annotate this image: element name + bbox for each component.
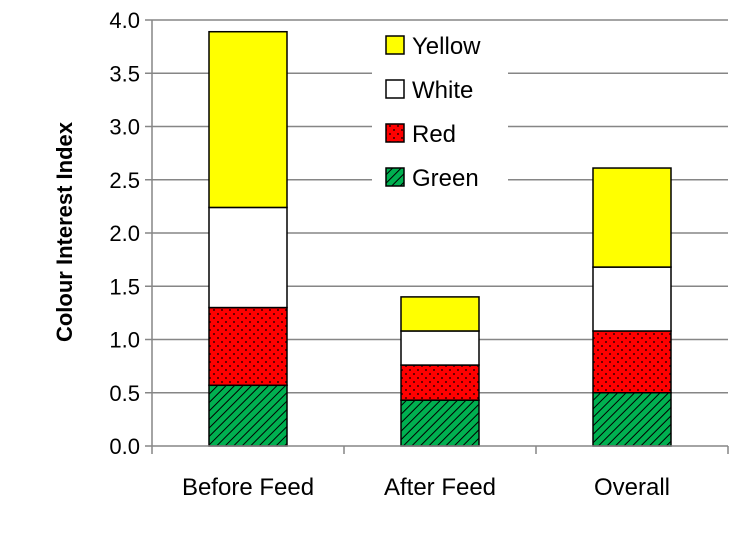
x-category-label: After Feed bbox=[384, 474, 496, 501]
y-tick-label: 3.0 bbox=[109, 115, 140, 140]
y-tick-label: 4.0 bbox=[109, 8, 140, 33]
legend-label-white: White bbox=[412, 77, 473, 104]
bar-segment-red bbox=[592, 330, 672, 394]
x-category-label: Overall bbox=[594, 474, 670, 501]
bar-segment-white bbox=[592, 266, 672, 332]
bar-segment-green bbox=[400, 399, 480, 447]
legend-label-green: Green bbox=[412, 165, 479, 192]
bar-segment-yellow bbox=[208, 30, 288, 209]
legend-swatch-white bbox=[385, 79, 405, 99]
y-tick-label: 2.0 bbox=[109, 221, 140, 246]
bar-segment-yellow bbox=[592, 167, 672, 268]
bar-segment-red bbox=[208, 306, 288, 387]
bar-segment-white bbox=[208, 206, 288, 309]
legend-swatch-green bbox=[385, 167, 405, 187]
bar-segment-green bbox=[208, 384, 288, 447]
bars bbox=[208, 30, 672, 447]
y-tick-label: 1.0 bbox=[109, 328, 140, 353]
y-tick-label: 3.5 bbox=[109, 61, 140, 86]
bar-segment-yellow bbox=[400, 296, 480, 332]
legend-swatch-red bbox=[385, 123, 405, 143]
axes bbox=[151, 20, 729, 454]
bar-segment-white bbox=[400, 330, 480, 366]
bar-segment-green bbox=[592, 392, 672, 447]
y-tick-label: 1.5 bbox=[109, 274, 140, 299]
y-axis-title: Colour Interest Index bbox=[52, 121, 77, 342]
y-tick-label: 0.5 bbox=[109, 381, 140, 406]
legend: Yellow White Red Green bbox=[372, 28, 508, 204]
legend-label-red: Red bbox=[412, 121, 456, 148]
x-category-label: Before Feed bbox=[182, 474, 314, 501]
y-tick-label: 2.5 bbox=[109, 168, 140, 193]
legend-label-yellow: Yellow bbox=[412, 33, 481, 60]
y-tick-label: 0.0 bbox=[109, 434, 140, 459]
x-category-labels: Before Feed After Feed Overall bbox=[182, 474, 670, 501]
bar-segment-red bbox=[400, 364, 480, 401]
legend-swatch-yellow bbox=[385, 35, 405, 55]
y-tick-labels: 0.0 0.5 1.0 1.5 2.0 2.5 3.0 3.5 4.0 bbox=[109, 8, 140, 459]
